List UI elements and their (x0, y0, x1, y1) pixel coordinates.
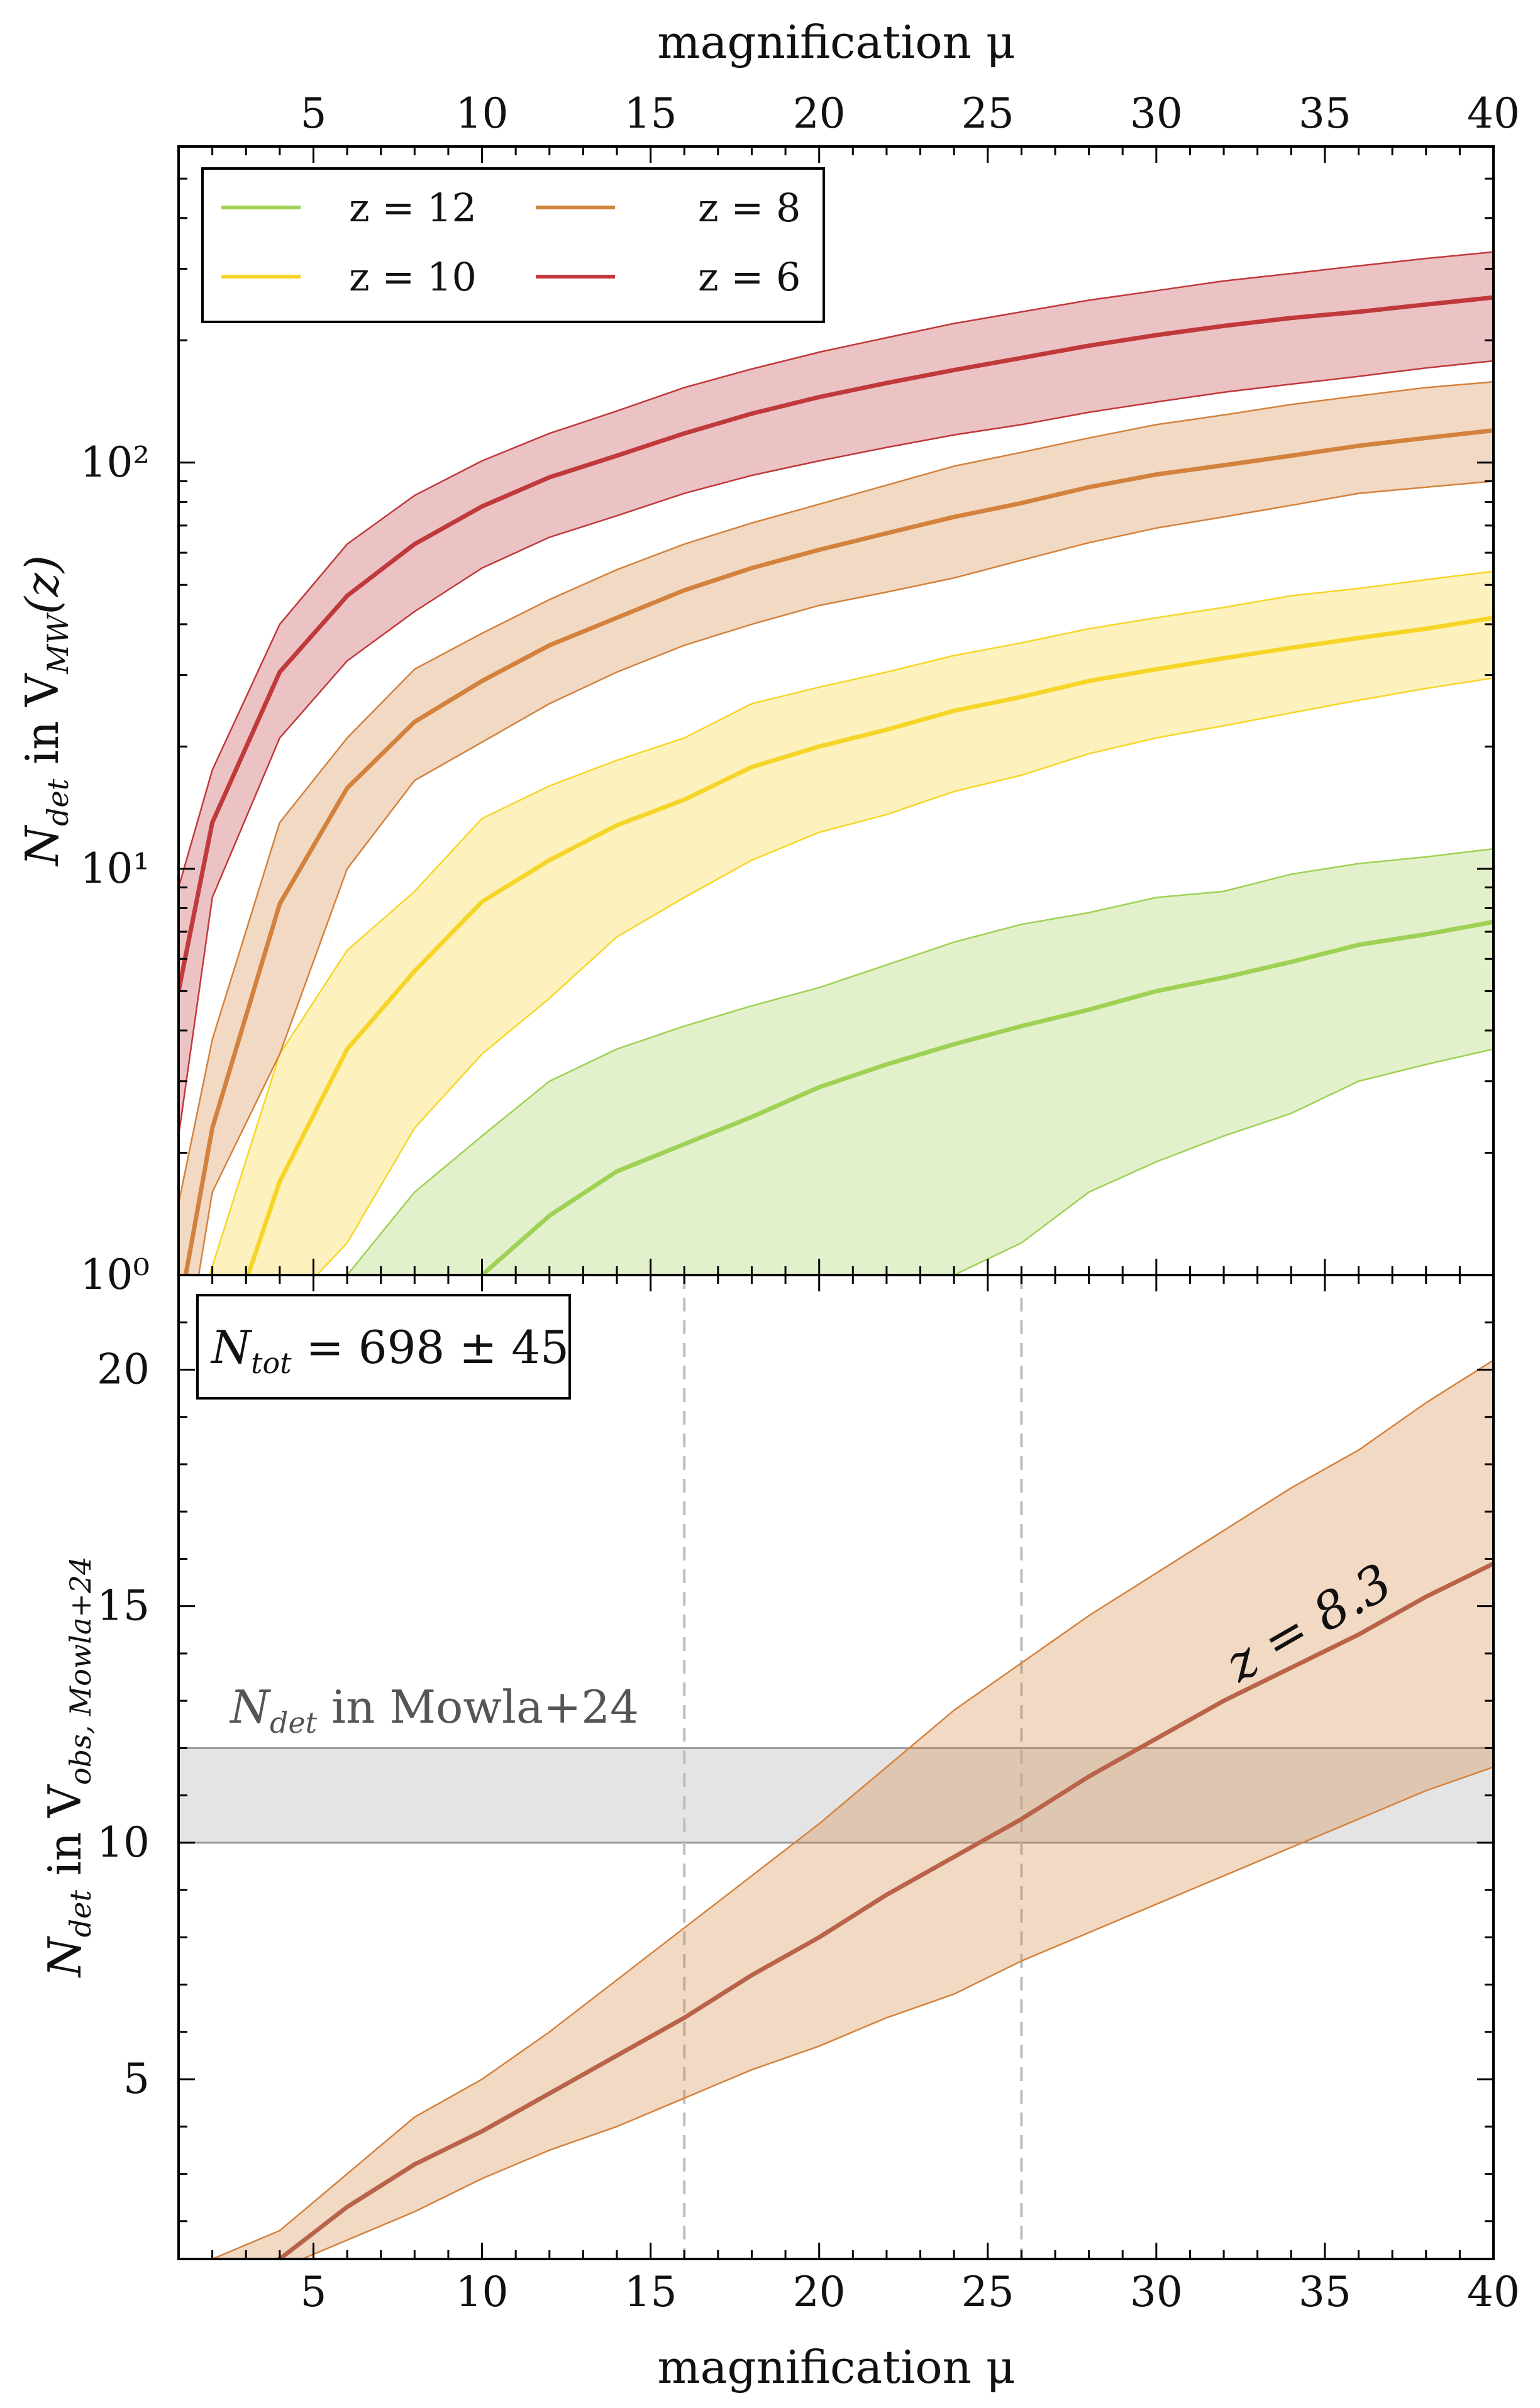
bottom-y-tick-label-20: 20 (97, 1345, 150, 1393)
bottom-ylabel-sub2: obs, Mowla+24 (64, 1557, 97, 1785)
bottom-x-tick-label-30: 30 (1130, 2268, 1183, 2316)
band-label-sub: det (270, 1706, 318, 1740)
series-z10-upper-line (208, 570, 1493, 1275)
top-ylabel-tail: (z) (16, 555, 69, 614)
top-x-tick-label-25: 25 (961, 89, 1014, 138)
bottom-panel: 5 10 15 20 25 30 35 40 5 10 15 20 (97, 1274, 1520, 2316)
series-z10-lower-line (316, 677, 1493, 1275)
top-y-tick-label-100: 10² (80, 438, 150, 487)
series-z12-median-line (476, 919, 1493, 1275)
series-z12-lower-line (951, 1048, 1493, 1275)
legend-box (201, 167, 825, 323)
bottom-ylabel-main: N (38, 1935, 91, 1978)
series-z6-band (179, 251, 1493, 1136)
top-y-tick-label-1: 10⁰ (80, 1251, 150, 1299)
mowla-band-label: Ndet in Mowla+24 (229, 1681, 639, 1740)
top-ylabel-sub: det (41, 778, 75, 826)
legend: z = 12 z = 10 z = 8 z = 6 (201, 167, 825, 323)
ntot-box-frame (196, 1294, 571, 1400)
legend-label-z8: z = 8 (698, 185, 800, 231)
series-z6-upper-line (179, 251, 1493, 888)
top-x-tick-label-40: 40 (1467, 89, 1520, 138)
top-x-axis-title: magnification μ (657, 16, 1015, 69)
bottom-y-tick-label-15: 15 (97, 1582, 150, 1630)
top-x-tick-label-35: 35 (1299, 89, 1351, 138)
top-ylabel-sub2: MW (41, 612, 75, 674)
legend-label-z6: z = 6 (698, 254, 800, 300)
legend-label-z12: z = 12 (349, 185, 477, 231)
top-x-tick-label-5: 5 (300, 89, 326, 138)
ntot-text: Ntot = 698 ± 45 (210, 1321, 569, 1380)
bottom-ylabel-mid: in V (38, 1784, 91, 1890)
top-plot-frame (177, 145, 1495, 1276)
series-z8-median-line (183, 428, 1493, 1275)
top-y-tick-label-10: 10¹ (80, 844, 150, 893)
bottom-x-tick-label-15: 15 (624, 2268, 677, 2316)
ntot-sub: tot (251, 1346, 292, 1380)
ntot-main: N (210, 1321, 253, 1374)
top-ylabel-mid: in V (16, 673, 69, 779)
bottom-series-layer (179, 1275, 1493, 2259)
bottom-frame-border (177, 1274, 1495, 2260)
bottom-y-tick-label-10: 10 (97, 1818, 150, 1867)
bottom-y-tick-label-5: 5 (123, 2055, 150, 2103)
band-label-main: N (229, 1681, 272, 1733)
mowla-reference-band (179, 1748, 1493, 1843)
bottom-x-tick-label-20: 20 (793, 2268, 846, 2316)
series-z83-upper-line (210, 1359, 1493, 2259)
series-z12-upper-line (346, 848, 1493, 1275)
top-x-tick-label-10: 10 (456, 89, 509, 138)
series-z12-band (347, 849, 1493, 1275)
top-series-layer (179, 251, 1493, 1275)
series-z6-lower-line (179, 360, 1493, 1136)
series-z10-median-line (245, 616, 1493, 1275)
top-panel: 5 10 15 20 25 30 35 40 10⁰ 10¹ 10² (80, 89, 1520, 1299)
bottom-x-tick-label-25: 25 (961, 2268, 1014, 2316)
series-z83-lower-line (300, 1766, 1493, 2259)
series-z6-median-line (179, 295, 1493, 992)
series-z10-band (209, 571, 1493, 1275)
bottom-axis-ticks: 5 10 15 20 25 30 35 40 5 10 15 20 (97, 1275, 1520, 2316)
bottom-ylabel-sub: det (64, 1890, 97, 1938)
bottom-x-tick-label-10: 10 (456, 2268, 509, 2316)
legend-label-z10: z = 10 (349, 254, 477, 300)
series-z83-median-line (271, 1561, 1493, 2259)
ntot-tail: = 698 ± 45 (292, 1321, 569, 1374)
band-label-tail: in Mowla+24 (317, 1681, 639, 1733)
series-z8-lower-line (197, 480, 1493, 1275)
bottom-y-axis-title: Ndet in Vobs, Mowla+24 (38, 1557, 97, 1979)
bottom-x-axis-title: magnification μ (657, 2341, 1015, 2394)
top-x-tick-label-30: 30 (1130, 89, 1183, 138)
top-x-tick-label-20: 20 (793, 89, 846, 138)
bottom-x-tick-label-40: 40 (1467, 2268, 1520, 2316)
series-z83-band (212, 1360, 1493, 2259)
bottom-x-tick-label-5: 5 (300, 2268, 326, 2316)
top-x-tick-label-15: 15 (624, 89, 677, 138)
series-z8-band (179, 382, 1493, 1275)
series-z8-upper-line (179, 381, 1493, 1204)
ntot-annotation: Ntot = 698 ± 45 (196, 1294, 571, 1400)
bottom-x-tick-label-35: 35 (1299, 2268, 1351, 2316)
top-y-axis-title: Ndet in VMW(z) (16, 555, 75, 867)
top-ylabel-main: N (16, 824, 69, 867)
